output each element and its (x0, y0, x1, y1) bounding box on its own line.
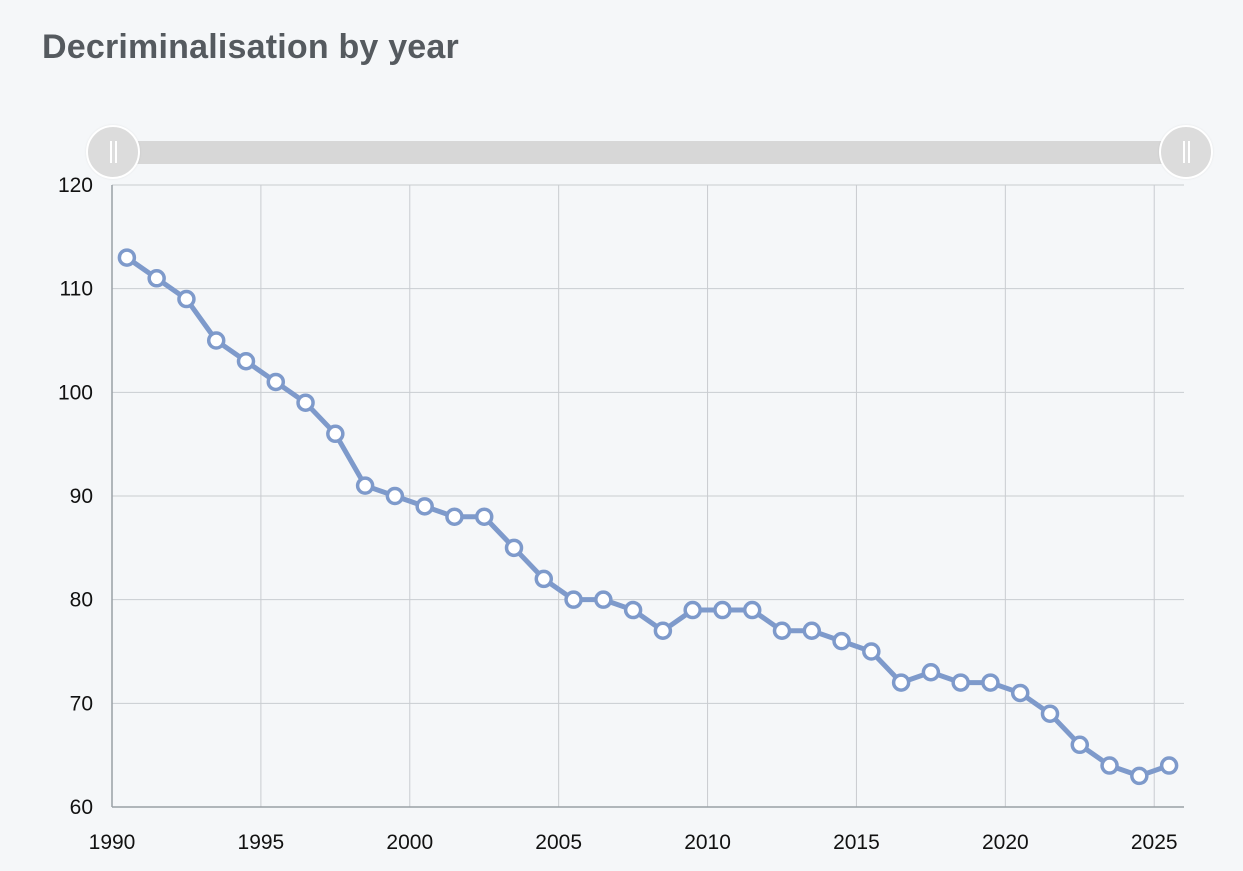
range-slider-right-handle[interactable] (1159, 125, 1213, 179)
data-point (713, 600, 732, 620)
range-slider-left-handle[interactable] (86, 125, 140, 179)
data-point (117, 248, 137, 267)
data-point (921, 662, 941, 682)
data-point (534, 569, 554, 589)
grid (111, 184, 1184, 808)
data-point (1010, 683, 1030, 703)
x-tick-label: 2020 (982, 831, 1029, 854)
y-tick-label: 80 (70, 589, 93, 612)
y-tick-label: 90 (70, 485, 93, 508)
y-tick-label: 100 (58, 381, 93, 404)
data-point (504, 538, 524, 558)
x-tick-label: 2025 (1131, 831, 1178, 854)
series-points (117, 248, 1179, 786)
data-point (981, 673, 1000, 692)
data-point (266, 372, 286, 392)
data-point (683, 600, 702, 620)
data-point (296, 393, 315, 412)
x-tick-label: 2000 (386, 831, 433, 854)
axes (111, 185, 1184, 808)
x-tick-label: 2005 (535, 831, 582, 854)
x-tick-label: 1995 (238, 831, 285, 854)
data-point (206, 331, 226, 350)
data-point (594, 590, 613, 609)
data-point (1070, 735, 1090, 755)
data-point (653, 621, 673, 641)
data-point (832, 631, 851, 651)
x-tick-labels: 1990 1995 2000 2005 2010 2015 2020 2025 (89, 831, 1178, 854)
data-point (177, 289, 196, 309)
y-tick-label: 110 (60, 278, 93, 301)
data-point (445, 507, 464, 526)
chart-title: Decriminalisation by year (42, 28, 459, 66)
y-tick-label: 120 (58, 174, 93, 197)
data-point (474, 507, 494, 526)
x-tick-label: 2010 (684, 831, 731, 854)
x-tick-label: 1990 (89, 831, 136, 854)
data-point (415, 497, 434, 516)
data-point (1130, 766, 1149, 786)
data-point (862, 642, 881, 661)
data-point (891, 673, 911, 692)
data-point (326, 424, 345, 444)
data-point (802, 621, 822, 641)
y-tick-labels: 60 70 80 90 100 110 120 (58, 174, 93, 819)
data-point (564, 590, 583, 609)
data-point (951, 673, 970, 692)
y-tick-label: 60 (70, 796, 93, 819)
data-point (236, 351, 256, 371)
range-slider-track[interactable] (112, 141, 1187, 164)
grip-icon (1182, 141, 1190, 163)
data-point (355, 476, 375, 495)
y-tick-label: 70 (70, 692, 93, 715)
x-tick-label: 2015 (833, 831, 880, 854)
data-point (1100, 756, 1119, 775)
data-point (772, 621, 792, 641)
data-point (1040, 704, 1060, 723)
data-point (742, 600, 762, 620)
grip-icon (109, 141, 117, 163)
data-point (147, 269, 166, 288)
data-point (623, 600, 643, 620)
data-point (385, 486, 405, 506)
data-point (1159, 756, 1179, 775)
